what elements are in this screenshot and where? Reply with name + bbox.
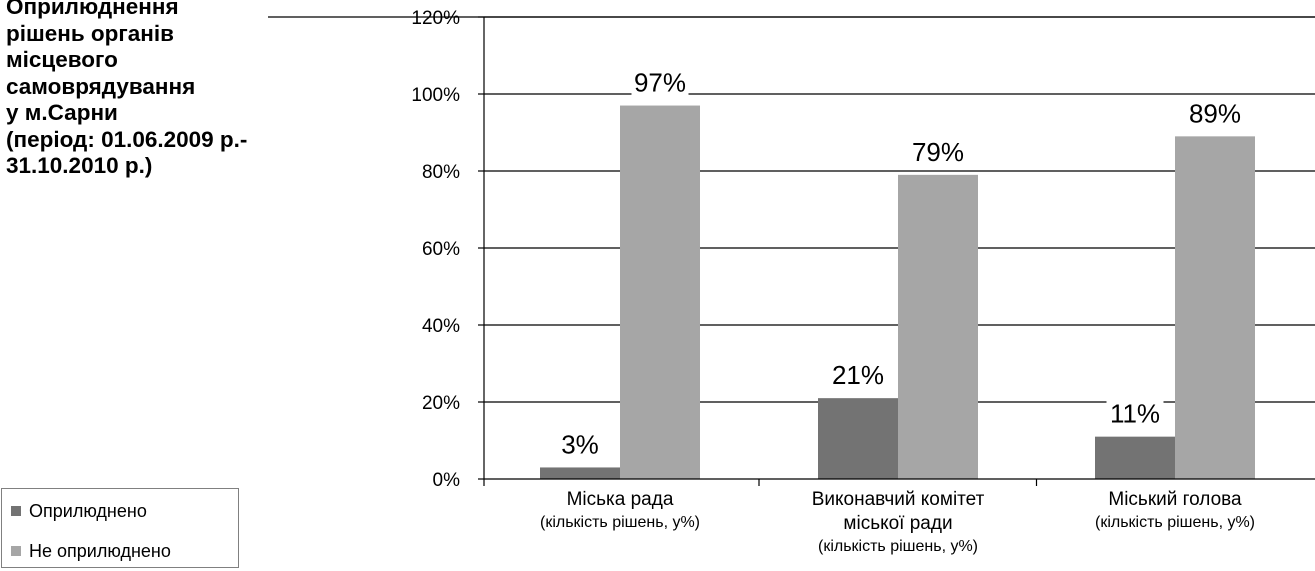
bar [1095, 436, 1175, 479]
y-tick-label: 120% [411, 8, 460, 29]
bar [818, 398, 898, 479]
axis-layer [478, 16, 1315, 486]
data-label-bg [631, 65, 689, 98]
bar [1175, 136, 1255, 479]
y-tick-label: 80% [422, 162, 460, 183]
data-label: 11% [1110, 399, 1160, 429]
legend-item-not-published: Не оприлюднено [11, 541, 171, 561]
data-label-bg [909, 134, 967, 167]
legend-swatch-not-published [11, 546, 21, 556]
y-tick-label: 0% [433, 470, 461, 491]
data-label: 21% [832, 360, 884, 390]
bar [620, 105, 700, 480]
grid-layer [268, 16, 1315, 403]
bars-layer [540, 105, 1255, 480]
chart-title: Оприлюднення рішень органів місцевого са… [6, 0, 248, 178]
legend-swatch-published [11, 506, 21, 516]
data-label: 3% [561, 429, 599, 459]
data-label-bg [829, 358, 887, 391]
data-label: 89% [1189, 98, 1241, 128]
legend-label-published: Оприлюднено [29, 501, 147, 521]
legend: Оприлюднено Не оприлюднено [1, 488, 239, 568]
y-tick-label: 60% [422, 239, 460, 260]
x-tick-label: Міська рада (кількість рішень, у%) [540, 489, 700, 531]
bar [898, 174, 978, 479]
y-tick-label: 40% [422, 316, 460, 337]
data-label-bg [1106, 396, 1164, 429]
y-tick-label: 20% [422, 393, 460, 414]
labels-layer: 0% 20% 40% 60% 80% 100% 120% 3% 97% 21% 79% 11% 89% М… [411, 8, 1255, 555]
legend-item-published: Оприлюднено [11, 501, 147, 521]
bar [540, 467, 620, 479]
data-label: 97% [634, 68, 686, 98]
data-label-bg [559, 427, 601, 460]
x-tick-label: Міський голова (кількість рішень, у%) [1095, 489, 1255, 531]
y-tick-label: 100% [411, 85, 460, 106]
data-label-bg [1186, 96, 1244, 129]
legend-label-not-published: Не оприлюднено [29, 541, 171, 561]
x-tick-label: Виконавчий комітет міської ради (кількість… [812, 489, 985, 555]
data-label: 79% [912, 137, 964, 167]
